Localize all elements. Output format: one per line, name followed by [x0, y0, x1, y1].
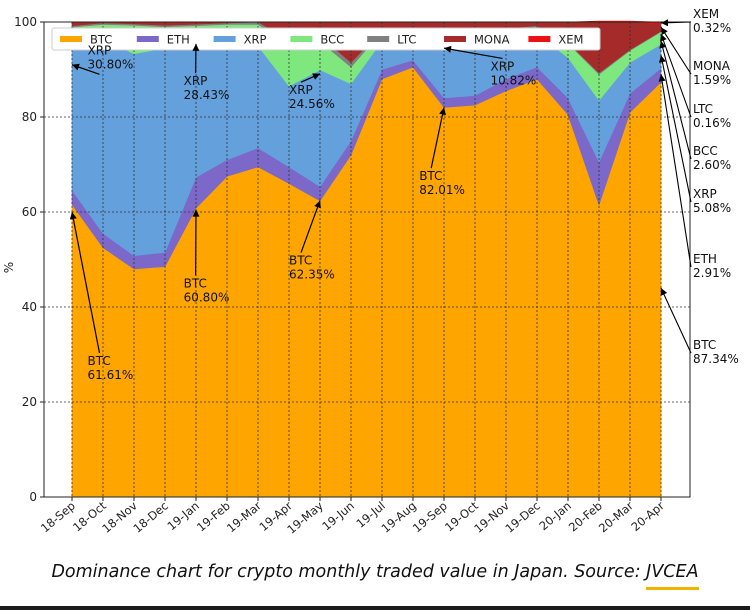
right-label-xem-name: XEM: [693, 7, 719, 21]
annotation-btc-82-01-arrow: [430, 107, 445, 169]
caption-source-link[interactable]: JVCEA: [646, 562, 699, 590]
annotation-btc-60-80-arrowhead: [192, 209, 200, 217]
right-label-bcc-name: BCC: [693, 144, 718, 158]
annotation-xrp-10-82-label: XRP: [491, 59, 515, 73]
dominance-chart: 020406080100%18-Sep18-Oct18-Nov18-Dec19-…: [2, 7, 739, 537]
annotation-xrp-28-43-label: XRP: [184, 74, 208, 88]
x-tick-label: 18-Dec: [130, 499, 170, 536]
annotation-xrp-30-80-label: XRP: [88, 43, 112, 57]
right-label-eth-name: ETH: [693, 252, 717, 266]
annotation-xrp-24-56-arrowhead: [312, 73, 320, 80]
annotation-xrp-10-82-arrow: [443, 47, 503, 60]
caption-source-label: JVCEA: [646, 562, 699, 582]
right-label-bcc-arrowhead: [659, 41, 667, 49]
annotation-btc-82-01-label: BTC: [419, 169, 442, 183]
legend-swatch-xrp: [213, 36, 236, 42]
y-tick-label: 20: [22, 395, 37, 409]
caption: Dominance chart for crypto monthly trade…: [0, 562, 750, 590]
x-tick-label: 19-Mar: [224, 498, 264, 535]
annotation-btc-62-35-arrowhead: [314, 200, 321, 209]
annotation-btc-60-80-label: BTC: [184, 277, 207, 291]
legend-label-ltc: LTC: [397, 33, 416, 47]
x-tick-label: 19-Jun: [319, 499, 357, 534]
annotation-btc-61-61-label: BTC: [88, 354, 111, 368]
annotation-btc-60-80-value: 60.80%: [184, 291, 230, 305]
annotation-xrp-10-82-arrowhead: [444, 45, 452, 53]
annotation-xrp-30-80-arrowhead: [72, 63, 80, 71]
right-label-xrp-arrow: [660, 55, 692, 203]
legend-swatch-eth: [136, 36, 159, 42]
right-label-xem-arrowhead: [661, 19, 669, 27]
right-label-eth-arrowhead: [658, 74, 666, 82]
legend-swatch-xem: [528, 36, 551, 42]
x-tick-label: 19-Sep: [410, 499, 450, 536]
y-axis-label: %: [2, 262, 16, 273]
legend-swatch-ltc: [367, 36, 390, 42]
legend-label-bcc: BCC: [320, 33, 344, 47]
y-tick-label: 80: [22, 110, 37, 124]
annotation-xrp-24-56-value: 24.56%: [289, 97, 335, 111]
legend-swatch-bcc: [290, 36, 313, 42]
x-tick-label: 18-Sep: [38, 499, 78, 536]
legend-box: [51, 27, 601, 51]
annotation-xrp-24-56-label: XRP: [289, 83, 313, 97]
annotation-btc-61-61-value: 61.61%: [88, 368, 134, 382]
annotation-xrp-28-43-value: 28.43%: [184, 88, 230, 102]
annotation-btc-62-35-arrow: [300, 200, 321, 253]
annotation-xrp-30-80-value: 30.80%: [88, 57, 134, 71]
legend-swatch-btc: [60, 36, 82, 42]
annotation-btc-82-01-arrowhead: [439, 107, 446, 116]
annotation-btc-62-35-label: BTC: [289, 254, 312, 268]
right-label-mona-arrow: [660, 26, 692, 75]
y-tick-label: 60: [22, 205, 37, 219]
legend-label-mona: MONA: [474, 33, 510, 47]
right-label-ltc-arrowhead: [660, 33, 667, 42]
annotation-btc-82-01-value: 82.01%: [419, 183, 465, 197]
right-label-btc-arrow: [660, 287, 692, 354]
annotation-btc-61-61-arrow: [71, 211, 101, 354]
right-label-xrp-arrowhead: [658, 55, 666, 63]
legend-swatch-mona: [444, 36, 466, 42]
y-tick-label: 100: [14, 15, 37, 29]
right-label-btc-value: 87.34%: [693, 352, 739, 366]
caption-text: Dominance chart for crypto monthly trade…: [51, 562, 647, 582]
legend-label-eth: ETH: [167, 33, 190, 47]
bottom-rule: [0, 606, 750, 610]
right-label-ltc-arrow: [660, 33, 692, 118]
x-tick-label: 19-Aug: [379, 499, 419, 536]
right-label-mona-arrowhead: [661, 27, 668, 36]
right-label-bcc-value: 2.60%: [693, 158, 731, 172]
right-label-mona-value: 1.59%: [693, 73, 731, 87]
right-label-eth-value: 2.91%: [693, 266, 731, 280]
right-label-bcc-arrow: [660, 40, 692, 160]
right-label-ltc-name: LTC: [693, 102, 713, 116]
x-tick-label: 20-Apr: [628, 498, 667, 534]
right-label-eth-arrow: [660, 74, 692, 268]
right-label-btc-name: BTC: [693, 338, 716, 352]
annotation-xrp-28-43-arrowhead: [192, 43, 200, 51]
x-tick-label: 19-Dec: [502, 499, 542, 536]
legend-label-xem: XEM: [558, 33, 583, 47]
right-label-mona-name: MONA: [693, 59, 731, 73]
y-tick-label: 0: [29, 490, 37, 504]
right-label-ltc-value: 0.16%: [693, 116, 731, 130]
caption-underline: [646, 587, 699, 590]
y-tick-label: 40: [22, 300, 37, 314]
annotation-xrp-10-82-value: 10.82%: [491, 73, 537, 87]
right-label-xrp-value: 5.08%: [693, 201, 731, 215]
annotation-btc-61-61-arrowhead: [69, 212, 77, 220]
right-label-xem-value: 0.32%: [693, 21, 731, 35]
x-tick-label: 20-Mar: [596, 498, 636, 535]
right-label-btc-arrowhead: [660, 288, 668, 296]
annotation-btc-62-35-value: 62.35%: [289, 268, 335, 282]
legend-label-btc: BTC: [90, 33, 112, 47]
legend-label-xrp: XRP: [244, 33, 267, 47]
right-label-xrp-name: XRP: [693, 187, 717, 201]
